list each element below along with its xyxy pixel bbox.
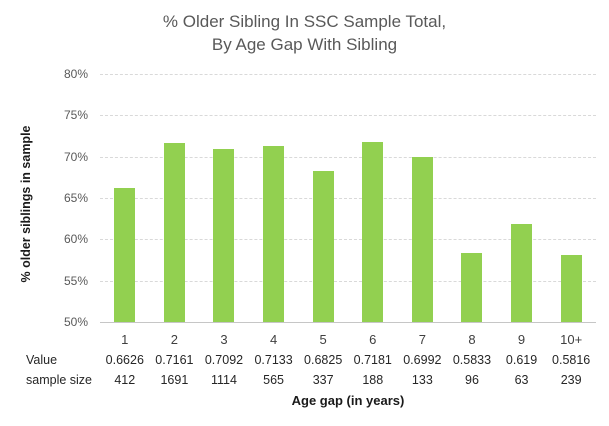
bar-slot — [546, 74, 596, 322]
bar-slot — [398, 74, 448, 322]
bar-slot — [298, 74, 348, 322]
gridline — [100, 280, 596, 282]
value-cell: 0.619 — [505, 353, 538, 367]
sample-size-cell: 565 — [263, 373, 284, 387]
y-axis-tick-labels: 50% 55% 60% 65% 70% 75% 80% — [48, 67, 88, 329]
category-label: 5 — [319, 332, 327, 347]
sample-size-cell: 337 — [312, 373, 334, 387]
bar — [511, 223, 533, 322]
sample-size-row-label: sample size — [26, 373, 92, 387]
bar-slot — [150, 74, 200, 322]
y-tick-label: 55% — [63, 273, 88, 288]
chart-title-line2: By Age Gap With Sibling — [211, 35, 398, 54]
value-cell: 0.6992 — [403, 353, 442, 367]
y-tick-label: 50% — [63, 315, 88, 329]
y-tick-label: 75% — [63, 108, 88, 123]
y-tick-label: 60% — [63, 232, 88, 247]
value-cell: 0.7181 — [353, 353, 392, 367]
bar — [312, 171, 334, 322]
category-label: 9 — [517, 332, 526, 347]
y-tick-label: 70% — [63, 149, 88, 164]
category-row: 1 2 3 4 5 6 7 8 9 10+ — [0, 330, 596, 350]
chart-title-line1: % Older Sibling In SSC Sample Total, — [162, 12, 447, 31]
sample-size-cell: 1114 — [211, 373, 237, 387]
plot-area — [100, 74, 596, 323]
chart-title: % Older Sibling In SSC Sample Total, By … — [0, 10, 609, 56]
bar — [263, 145, 285, 322]
bar-slot — [100, 74, 150, 322]
category-label: 7 — [418, 332, 426, 347]
value-row-label: Value — [26, 353, 58, 367]
gridline — [100, 198, 596, 199]
category-label: 2 — [170, 332, 178, 347]
sample-size-cell: 96 — [465, 373, 479, 387]
category-label: 1 — [121, 332, 129, 347]
gridline — [100, 74, 596, 75]
bar-slot — [348, 74, 398, 322]
bar-slot — [199, 74, 249, 322]
bar — [213, 149, 235, 322]
bar-slot — [249, 74, 299, 322]
x-axis-title: Age gap (in years) — [291, 393, 405, 408]
bar — [114, 187, 136, 322]
category-label: 6 — [369, 332, 377, 347]
bar — [163, 143, 185, 322]
category-label: 8 — [468, 332, 476, 347]
sample-size-cell: 1691 — [160, 373, 189, 387]
value-cell: 0.7092 — [204, 353, 244, 367]
bar-slot — [447, 74, 497, 322]
gridline — [100, 115, 596, 117]
bar-slot — [497, 74, 547, 322]
bar — [461, 253, 483, 322]
bar-series — [100, 74, 596, 322]
gridline — [100, 239, 596, 241]
value-cell: 0.7133 — [254, 353, 293, 367]
y-tick-label: 65% — [63, 191, 88, 205]
value-cell: 0.6825 — [304, 353, 343, 367]
value-cell: 0.7161 — [155, 353, 194, 367]
sample-size-cell: 239 — [560, 373, 582, 387]
sample-size-cell: 63 — [514, 373, 529, 387]
sample-size-cell: 412 — [114, 373, 136, 387]
category-label: 4 — [269, 332, 278, 347]
category-cells: 1 2 3 4 5 6 7 8 9 10+ — [100, 330, 596, 350]
gridline — [100, 156, 596, 158]
y-tick-label: 80% — [63, 67, 88, 81]
value-cell: 0.6626 — [105, 353, 144, 367]
bar — [362, 141, 384, 322]
value-cell: 0.5833 — [452, 353, 492, 367]
category-label: 10+ — [560, 332, 583, 347]
sample-size-cell: 133 — [411, 373, 433, 387]
sample-size-row: sample size 412 1691 1114 565 337 188 133 96 63 2… — [0, 370, 596, 390]
value-row: Value 0.6626 0.7161 0.7092 0.7133 0.6825 0.71… — [0, 350, 596, 370]
y-axis-title: % older siblings in sample — [19, 125, 33, 283]
value-cell: 0.5816 — [552, 353, 591, 367]
category-label: 3 — [220, 332, 228, 347]
sample-size-cells: 412 1691 1114 565 337 188 133 96 63 239 — [100, 370, 596, 390]
bar — [560, 254, 582, 322]
bar — [411, 157, 433, 322]
value-cells: 0.6626 0.7161 0.7092 0.7133 0.6825 0.7181 0.69… — [100, 350, 596, 370]
sample-size-cell: 188 — [362, 373, 384, 387]
